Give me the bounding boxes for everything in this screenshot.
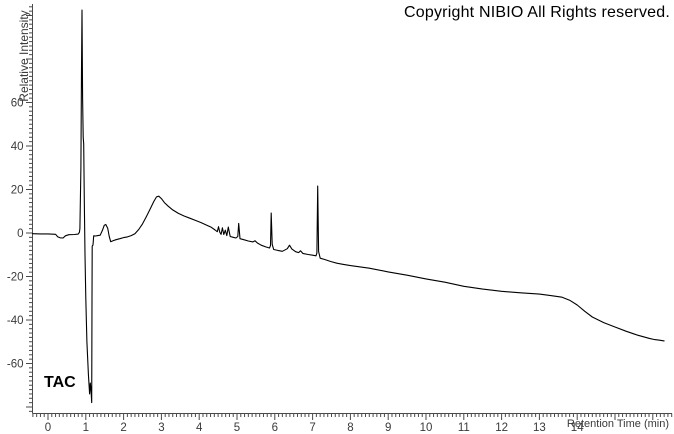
svg-text:12: 12 (495, 422, 508, 434)
svg-text:0: 0 (45, 422, 51, 434)
y-ticks (26, 6, 33, 412)
svg-text:6: 6 (272, 422, 278, 434)
x-tick-labels: 0 1 2 3 4 5 6 7 8 9 10 11 12 13 14 (45, 422, 584, 434)
svg-text:2: 2 (120, 422, 126, 434)
svg-text:-20: -20 (7, 272, 24, 284)
y-axis-title: Relative Intensity (17, 10, 31, 102)
svg-text:40: 40 (11, 141, 24, 153)
x-axis-title: Retention Time (min) (566, 418, 669, 430)
svg-text:-60: -60 (7, 359, 24, 371)
svg-text:7: 7 (309, 422, 315, 434)
y-tick-labels: -60 -40 -20 0 20 40 60 (7, 98, 24, 371)
svg-text:3: 3 (158, 422, 164, 434)
svg-text:11: 11 (458, 422, 470, 434)
x-ticks (32, 413, 673, 420)
sample-label: TAC (44, 374, 76, 391)
svg-text:10: 10 (420, 422, 433, 434)
svg-text:9: 9 (385, 422, 391, 434)
svg-text:1: 1 (83, 422, 89, 434)
svg-text:-40: -40 (7, 315, 24, 327)
svg-text:0: 0 (17, 228, 23, 240)
svg-text:60: 60 (11, 98, 24, 110)
trace-polyline (31, 9, 665, 404)
svg-text:20: 20 (11, 185, 24, 197)
svg-text:5: 5 (234, 422, 240, 434)
svg-text:8: 8 (347, 422, 353, 434)
svg-text:13: 13 (533, 422, 546, 434)
svg-text:4: 4 (196, 422, 203, 434)
copyright-text: Copyright NIBIO All Rights reserved. (404, 4, 670, 21)
svg-text:14: 14 (571, 422, 584, 434)
